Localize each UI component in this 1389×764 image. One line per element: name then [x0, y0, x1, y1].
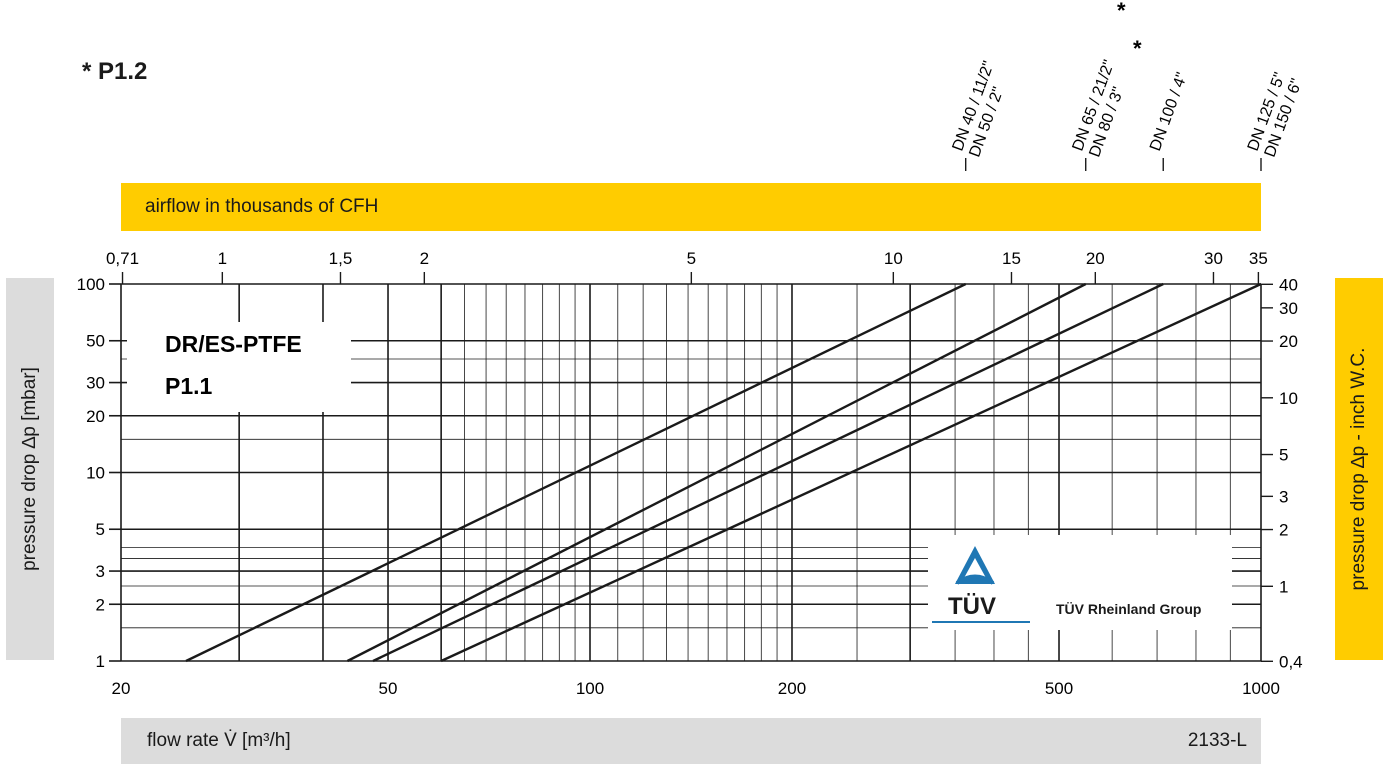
x2-tick-label: 20	[1086, 249, 1105, 268]
dn-label: DN 100 / 4"	[1147, 70, 1191, 153]
series-line-4	[440, 282, 1262, 663]
x2-tick-label: 5	[687, 249, 696, 268]
overlays: DR/ES-PTFE P1.1 TÜV TÜV Rheinland Group	[127, 322, 1232, 630]
y-tick-label: 3	[96, 562, 105, 581]
x-tick-label: 1000	[1242, 679, 1280, 698]
y2-tick-label: 0,4	[1279, 652, 1303, 671]
footnote: * P1.2	[82, 58, 148, 85]
y-tick-label: 10	[86, 464, 105, 483]
logo-text: TÜV Rheinland Group	[1056, 601, 1201, 617]
y2-tick-label: 3	[1279, 487, 1288, 506]
dn-label-group: DN 40 / 11/2"DN 50 / 2"	[949, 59, 1007, 160]
series-line-2	[346, 282, 1087, 663]
y-tick-label: 30	[86, 374, 105, 393]
dn-label-group: DN 125 / 5"DN 150 / 6"	[1245, 70, 1306, 159]
x2-tick-label: 1	[218, 249, 227, 268]
x-tick-label: 500	[1045, 679, 1073, 698]
dn-label-group: DN 100 / 4"	[1147, 70, 1191, 153]
y2-tick-label: 20	[1279, 332, 1298, 351]
dn-label-group: DN 65 / 21/2"DN 80 / 3"	[1070, 58, 1128, 160]
y2-tick-label: 2	[1279, 521, 1288, 540]
bottom-axis-band: flow rate V̇ [m³/h] 2133-L	[121, 718, 1261, 764]
x2-tick-label: 35	[1249, 249, 1268, 268]
tuv-triangle-icon	[955, 546, 995, 585]
top-axis-band: airflow in thousands of CFH	[121, 183, 1261, 231]
x2-axis-label: airflow in thousands of CFH	[145, 196, 379, 217]
y2-tick-label: 10	[1279, 389, 1298, 408]
y-tick-label: 100	[77, 275, 105, 294]
x2-tick-label: 10	[884, 249, 903, 268]
chart-code: 2133-L	[1187, 730, 1247, 751]
grid	[120, 283, 1262, 662]
y-tick-label: 5	[96, 520, 105, 539]
y-tick-label: 1	[96, 652, 105, 671]
logo-mark: TÜV	[948, 593, 996, 620]
x-tick-label: 100	[576, 679, 604, 698]
x2-tick-label: 30	[1204, 249, 1223, 268]
right-axis-band: pressure drop ∆p - inch W.C.	[1335, 278, 1383, 660]
y-tick-label: 50	[86, 332, 105, 351]
x-tick-label: 200	[778, 679, 806, 698]
left-axis-band: pressure drop ∆p [mbar]	[6, 278, 54, 660]
series-lines	[185, 282, 1262, 663]
y2-tick-label: 40	[1279, 275, 1298, 294]
y-tick-label: 20	[86, 407, 105, 426]
series-line-1	[185, 282, 967, 663]
x-axis-label: flow rate V̇ [m³/h]	[147, 730, 291, 751]
y2-tick-label: 1	[1279, 577, 1288, 596]
y2-tick-label: 5	[1279, 446, 1288, 465]
dn-mark: *	[1117, 0, 1126, 23]
y2-tick-label: 30	[1279, 299, 1298, 318]
x2-tick-label: 2	[420, 249, 429, 268]
y-tick-label: 2	[96, 595, 105, 614]
x-tick-label: 20	[112, 679, 131, 698]
x2-tick-label: 15	[1002, 249, 1021, 268]
dn-labels: DN 40 / 11/2"DN 50 / 2" DN 65 / 21/2"DN 8…	[949, 0, 1306, 171]
title-box	[127, 322, 351, 412]
x2-tick-label: 1,5	[329, 249, 353, 268]
x-tick-label: 50	[379, 679, 398, 698]
dn-mark: *	[1133, 36, 1142, 61]
series-line-3	[372, 282, 1164, 663]
chart-subtitle: P1.1	[165, 373, 213, 399]
chart-title: DR/ES-PTFE	[165, 331, 302, 357]
x2-tick-label: 0,71	[106, 249, 139, 268]
